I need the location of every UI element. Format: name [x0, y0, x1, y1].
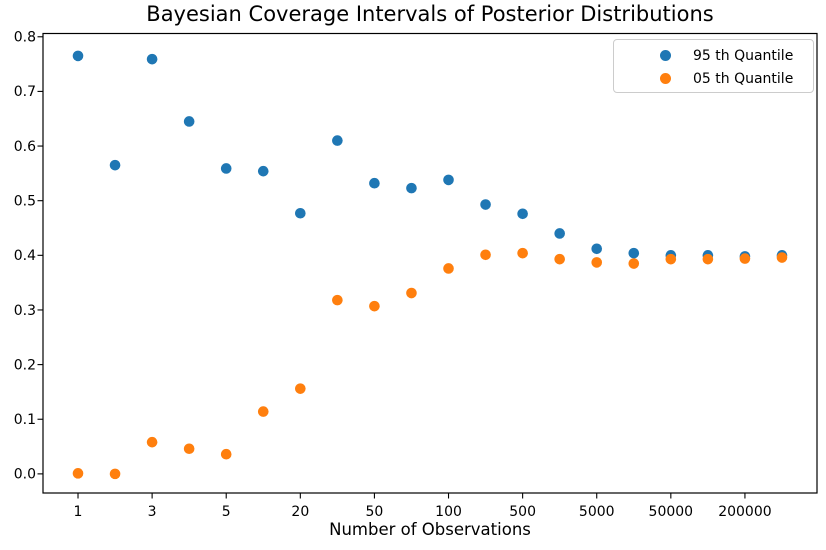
legend-marker-95th-icon: [660, 50, 671, 61]
data-point: [257, 406, 269, 417]
data-point: [554, 253, 565, 265]
data-point: [776, 252, 788, 263]
data-point: [109, 468, 121, 480]
axes-frame: [42, 32, 818, 494]
data-point: [183, 443, 195, 455]
x-tick-label: 50: [366, 504, 384, 520]
data-point: [406, 182, 417, 194]
legend-entry-05th-quantile: 05 th Quantile: [614, 67, 813, 90]
data-point: [183, 116, 195, 127]
data-point: [443, 174, 454, 186]
data-point: [332, 294, 343, 306]
y-tick-label: 0.7: [14, 84, 36, 100]
y-tick-label: 0.8: [14, 30, 36, 46]
data-point: [665, 253, 677, 265]
data-point: [517, 247, 528, 259]
data-point: [146, 436, 158, 448]
x-axis-label: Number of Observations: [329, 520, 531, 539]
x-tick-label: 100: [435, 504, 462, 520]
y-tick-label: 0.0: [14, 467, 36, 483]
y-tick-label: 0.2: [14, 357, 36, 373]
data-point: [257, 165, 269, 177]
data-point: [591, 243, 603, 255]
data-point: [702, 253, 714, 265]
y-tick-label: 0.1: [14, 412, 36, 428]
data-point: [295, 383, 306, 394]
legend-label-05th: 05 th Quantile: [693, 70, 794, 87]
data-point: [480, 199, 491, 210]
legend-label-95th: 95 th Quantile: [693, 47, 794, 64]
data-point: [591, 257, 603, 268]
data-point: [628, 247, 640, 259]
data-point: [406, 287, 417, 299]
data-point: [739, 253, 751, 264]
data-point: [443, 263, 454, 274]
data-point: [480, 249, 491, 261]
x-tick-label: 5000: [579, 504, 615, 520]
data-point: [369, 177, 380, 189]
legend-entry-95th-quantile: 95 th Quantile: [614, 44, 813, 67]
chart-title: Bayesian Coverage Intervals of Posterior…: [146, 2, 714, 26]
data-point: [628, 258, 640, 269]
x-tick-label: 20: [291, 504, 309, 520]
data-point: [72, 50, 84, 62]
legend: 95 th Quantile 05 th Quantile: [613, 39, 814, 93]
data-point: [220, 163, 232, 174]
data-point: [146, 53, 158, 65]
x-tick-label: 500: [509, 504, 536, 520]
y-tick-label: 0.4: [14, 248, 36, 264]
y-tick-label: 0.3: [14, 303, 36, 319]
y-tick-label: 0.6: [14, 139, 36, 155]
x-tick-label: 1: [74, 504, 83, 520]
x-tick-label: 3: [148, 504, 157, 520]
y-tick-label: 0.5: [14, 193, 36, 209]
data-point: [369, 300, 380, 312]
data-point: [295, 207, 306, 219]
x-tick-label: 5: [222, 504, 231, 520]
data-point: [517, 208, 528, 220]
legend-marker-05th-icon: [660, 73, 671, 84]
x-tick-label: 200000: [718, 504, 771, 520]
data-point: [220, 448, 232, 460]
data-point: [554, 228, 565, 239]
data-point: [109, 159, 121, 171]
data-point: [332, 135, 343, 146]
x-tick-label: 50000: [649, 504, 694, 520]
data-point: [72, 468, 84, 479]
